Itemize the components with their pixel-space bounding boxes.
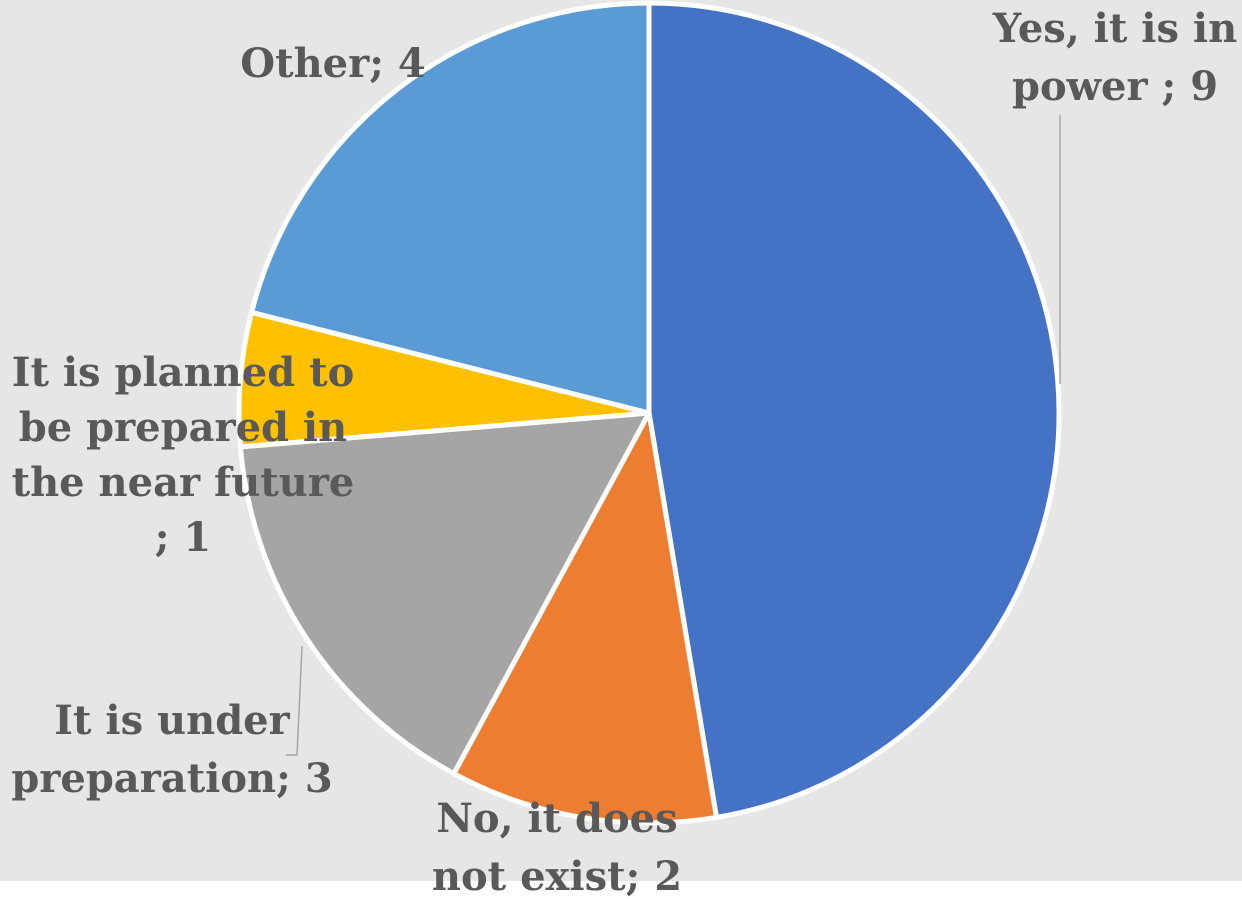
pie-slice-4 xyxy=(236,309,652,450)
data-label-line: not exist; 2 xyxy=(432,853,682,899)
pie-slice-5 xyxy=(249,0,652,416)
data-label-line: the near future xyxy=(12,459,355,506)
pie-slice-3 xyxy=(237,410,652,777)
pie-slice-2 xyxy=(451,410,719,826)
data-label-4: It is planned to be prepared in the near f… xyxy=(12,349,355,561)
pie-slice-1 xyxy=(646,0,1062,820)
data-label-line: Yes, it is in xyxy=(992,5,1237,52)
data-label-line: power ; 9 xyxy=(1012,63,1218,110)
data-label-5: Other; 4 xyxy=(240,40,425,87)
data-label-line: preparation; 3 xyxy=(11,755,332,802)
leader-line-3 xyxy=(286,645,303,756)
data-label-line: No, it does xyxy=(436,795,677,842)
data-label-line: ; 1 xyxy=(155,514,212,561)
data-label-line: be prepared in xyxy=(19,404,347,451)
data-label-line: Other; 4 xyxy=(240,40,425,87)
data-label-2: No, it does not exist; 2 xyxy=(432,795,682,899)
data-label-line: It is planned to xyxy=(12,349,355,396)
data-label-1: Yes, it is in power ; 9 xyxy=(992,5,1237,110)
data-label-3: It is under preparation; 3 xyxy=(11,697,332,802)
leader-lines xyxy=(286,115,1061,756)
data-label-line: It is under xyxy=(54,697,290,744)
pie-slices xyxy=(236,0,1062,826)
data-labels: Yes, it is in power ; 9 No, it does not exi… xyxy=(11,5,1237,899)
